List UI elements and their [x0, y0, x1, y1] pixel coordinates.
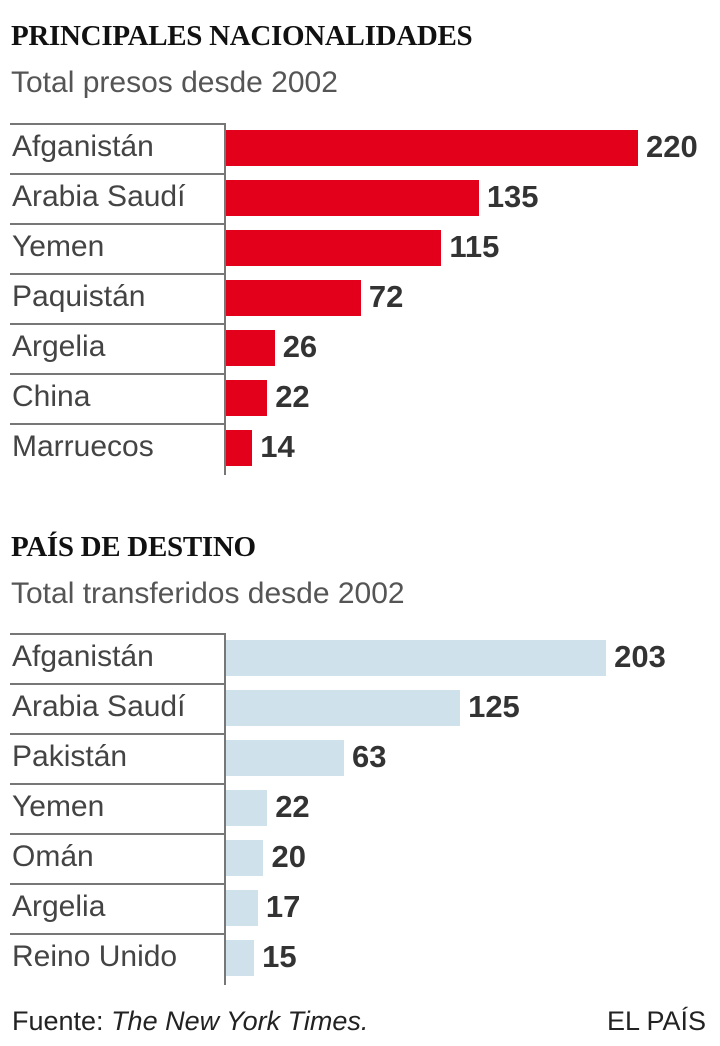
- subtitle-nacionalidades: Total presos desde 2002: [11, 66, 338, 99]
- bar-row: Paquistán 72: [0, 273, 720, 323]
- category-label: Omán: [12, 840, 94, 873]
- row-divider: [10, 633, 225, 635]
- bar: [226, 890, 258, 926]
- brand-logo: EL PAÍS: [606, 1006, 706, 1036]
- value-label: 15: [262, 939, 297, 974]
- bar: [226, 690, 461, 726]
- value-label: 203: [614, 639, 666, 674]
- category-label: Arabia Saudí: [12, 690, 186, 723]
- subtitle-destino: Total transferidos desde 2002: [11, 577, 405, 610]
- bar-row: Marruecos 14: [0, 423, 720, 473]
- source-note: Fuente: The New York Times.: [12, 1006, 368, 1037]
- value-label: 220: [646, 129, 698, 164]
- bar: [226, 380, 268, 416]
- bar-row: Yemen 115: [0, 223, 720, 273]
- bar-row: Yemen 22: [0, 783, 720, 833]
- bar-row: Omán 20: [0, 833, 720, 883]
- row-divider: [10, 933, 225, 935]
- bar: [226, 940, 255, 976]
- title-destino: PAÍS DE DESTINO: [11, 531, 256, 563]
- category-label: Yemen: [12, 790, 105, 823]
- category-label: Paquistán: [12, 280, 146, 313]
- value-label: 22: [275, 789, 310, 824]
- value-label: 125: [468, 689, 520, 724]
- bar: [226, 180, 479, 216]
- row-divider: [10, 273, 225, 275]
- axis-line: [224, 633, 226, 985]
- bar: [226, 430, 253, 466]
- bar: [226, 740, 344, 776]
- category-label: Argelia: [12, 330, 106, 363]
- bar-row: Afganistán 220: [0, 123, 720, 173]
- axis-line: [224, 123, 226, 475]
- row-divider: [10, 223, 225, 225]
- row-divider: [10, 883, 225, 885]
- value-label: 17: [265, 889, 301, 924]
- bar: [226, 130, 638, 166]
- row-divider: [10, 423, 225, 425]
- row-divider: [10, 833, 225, 835]
- value-label: 26: [282, 329, 318, 364]
- bar-row: Pakistán 63: [0, 733, 720, 783]
- bar-row: China 22: [0, 373, 720, 423]
- category-label: Arabia Saudí: [12, 180, 186, 213]
- bar-row: Reino Unido 15: [0, 933, 720, 983]
- category-label: Pakistán: [12, 740, 128, 773]
- row-divider: [10, 783, 225, 785]
- value-label: 72: [368, 279, 404, 314]
- title-nacionalidades: PRINCIPALES NACIONALIDADES: [11, 20, 473, 52]
- category-label: Yemen: [12, 230, 105, 263]
- source-name: The New York Times.: [111, 1006, 369, 1036]
- category-label: Argelia: [12, 890, 106, 923]
- bar: [226, 330, 275, 366]
- bar: [226, 230, 442, 266]
- bar: [226, 840, 264, 876]
- value-label: 22: [275, 379, 310, 414]
- value-label: 63: [351, 739, 387, 774]
- bar: [226, 280, 361, 316]
- bar: [226, 790, 268, 826]
- source-label: Fuente:: [12, 1006, 112, 1036]
- row-divider: [10, 733, 225, 735]
- bar: [226, 640, 607, 676]
- value-label: 20: [271, 839, 306, 874]
- category-label: China: [12, 380, 91, 413]
- row-divider: [10, 373, 225, 375]
- value-label: 115: [449, 229, 500, 264]
- bar-row: Argelia 17: [0, 883, 720, 933]
- row-divider: [10, 323, 225, 325]
- value-label: 14: [260, 429, 295, 464]
- category-label: Afganistán: [12, 130, 154, 163]
- category-label: Afganistán: [12, 640, 154, 673]
- bar-row: Arabia Saudí 135: [0, 173, 720, 223]
- bar-row: Afganistán 203: [0, 633, 720, 683]
- category-label: Marruecos: [12, 430, 154, 463]
- category-label: Reino Unido: [12, 940, 178, 973]
- bar-row: Arabia Saudí 125: [0, 683, 720, 733]
- row-divider: [10, 123, 225, 125]
- row-divider: [10, 683, 225, 685]
- row-divider: [10, 173, 225, 175]
- bar-row: Argelia 26: [0, 323, 720, 373]
- value-label: 135: [486, 179, 539, 214]
